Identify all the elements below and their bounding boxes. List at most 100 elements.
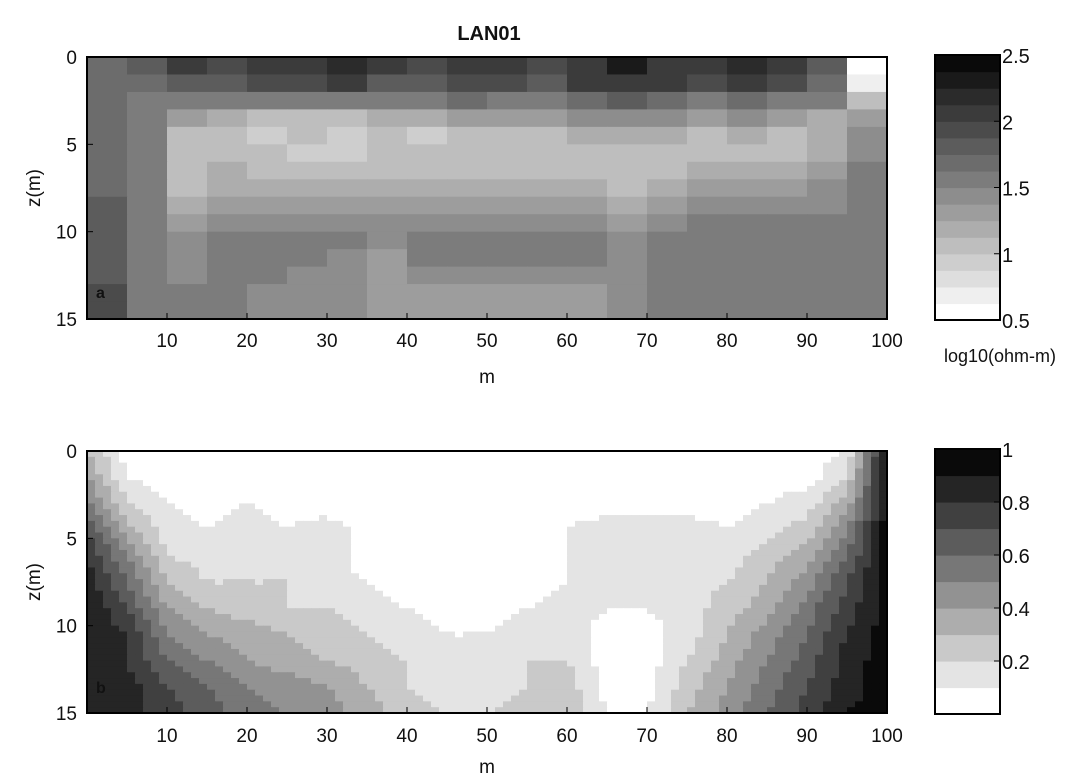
heatmap-cell (311, 602, 320, 609)
heatmap-cell (335, 491, 344, 499)
heatmap-cell (543, 707, 552, 714)
heatmap-cell (687, 214, 728, 233)
heatmap-cell (767, 109, 808, 128)
heatmap-cell (535, 579, 544, 586)
heatmap-cell (823, 672, 832, 679)
heatmap-cell (583, 648, 592, 656)
heatmap-cell (351, 538, 360, 545)
heatmap-cell (519, 480, 528, 487)
heatmap-cell (279, 497, 288, 504)
heatmap-cell (551, 485, 560, 493)
heatmap-cell (559, 515, 568, 522)
heatmap-cell (383, 619, 392, 627)
heatmap-cell (159, 462, 168, 470)
heatmap-cell (439, 491, 448, 499)
heatmap-cell (295, 683, 304, 691)
heatmap-cell (423, 625, 432, 633)
heatmap-cell (639, 549, 648, 557)
heatmap-cell (567, 654, 576, 662)
heatmap-cell (479, 683, 488, 691)
heatmap-cell (375, 544, 384, 551)
heatmap-cell (655, 643, 664, 650)
heatmap-cell (343, 491, 352, 499)
heatmap-cell (879, 549, 888, 557)
heatmap-cell (295, 480, 304, 487)
heatmap-cell (799, 561, 808, 569)
heatmap-cell (575, 544, 584, 551)
heatmap-cell (647, 468, 656, 475)
heatmap-cell (359, 619, 368, 627)
heatmap-cell (207, 614, 216, 621)
heatmap-cell (295, 573, 304, 580)
heatmap-cell (247, 532, 256, 539)
heatmap-cell (287, 249, 328, 268)
heatmap-cell (743, 596, 752, 603)
heatmap-cell (543, 689, 552, 697)
heatmap-cell (103, 660, 112, 668)
heatmap-cell (871, 503, 880, 510)
heatmap-cell (647, 579, 656, 586)
heatmap-cell (151, 509, 160, 516)
heatmap-cell (687, 614, 696, 621)
heatmap-cell (423, 689, 432, 697)
heatmap-cell (487, 468, 496, 475)
heatmap-cell (215, 544, 224, 551)
heatmap-cell (575, 555, 584, 563)
heatmap-cell (223, 619, 232, 627)
heatmap-cell (431, 456, 440, 464)
heatmap-cell (607, 509, 616, 516)
heatmap-cell (631, 608, 640, 615)
heatmap-cell (863, 520, 872, 528)
heatmap-cell (207, 701, 216, 708)
heatmap-cell (727, 468, 736, 475)
heatmap-cell (255, 515, 264, 522)
heatmap-cell (423, 678, 432, 685)
heatmap-cell (879, 660, 888, 668)
heatmap-cell (759, 520, 768, 528)
heatmap-cell (807, 614, 816, 621)
heatmap-cell (543, 695, 552, 702)
heatmap-cell (223, 573, 232, 580)
heatmap-cell (575, 579, 584, 586)
heatmap-cell (879, 643, 888, 650)
heatmap-cell (759, 474, 768, 481)
heatmap-cell (351, 619, 360, 627)
heatmap-cell (775, 549, 784, 557)
heatmap-cell (343, 602, 352, 609)
heatmap-cell (431, 584, 440, 592)
heatmap-cell (607, 462, 616, 470)
heatmap-cell (583, 584, 592, 592)
heatmap-cell (175, 631, 184, 638)
heatmap-cell (183, 497, 192, 504)
heatmap-cell (671, 672, 680, 679)
heatmap-cell (807, 625, 816, 633)
heatmap-cell (423, 549, 432, 557)
heatmap-cell (375, 608, 384, 615)
heatmap-cell (207, 619, 216, 627)
heatmap-cell (415, 683, 424, 691)
heatmap-cell (455, 619, 464, 627)
heatmap-cell (695, 561, 704, 569)
heatmap-cell (767, 707, 776, 714)
heatmap-cell (143, 637, 152, 644)
heatmap-cell (607, 672, 616, 679)
heatmap-cell (791, 579, 800, 586)
heatmap-cell (679, 462, 688, 470)
heatmap-cell (511, 462, 520, 470)
heatmap-cell (863, 497, 872, 504)
heatmap-cell (439, 549, 448, 557)
heatmap-cell (367, 614, 376, 621)
heatmap-cell (391, 503, 400, 510)
heatmap-cell (191, 625, 200, 633)
heatmap-cell (751, 707, 760, 714)
heatmap-cell (575, 666, 584, 673)
heatmap-cell (551, 625, 560, 633)
heatmap-cell (223, 485, 232, 493)
heatmap-cell (167, 596, 176, 603)
heatmap-cell (879, 584, 888, 592)
heatmap-cell (839, 538, 848, 545)
heatmap-cell (255, 456, 264, 464)
heatmap-cell (199, 561, 208, 569)
heatmap-cell (599, 515, 608, 522)
heatmap-cell (519, 643, 528, 650)
